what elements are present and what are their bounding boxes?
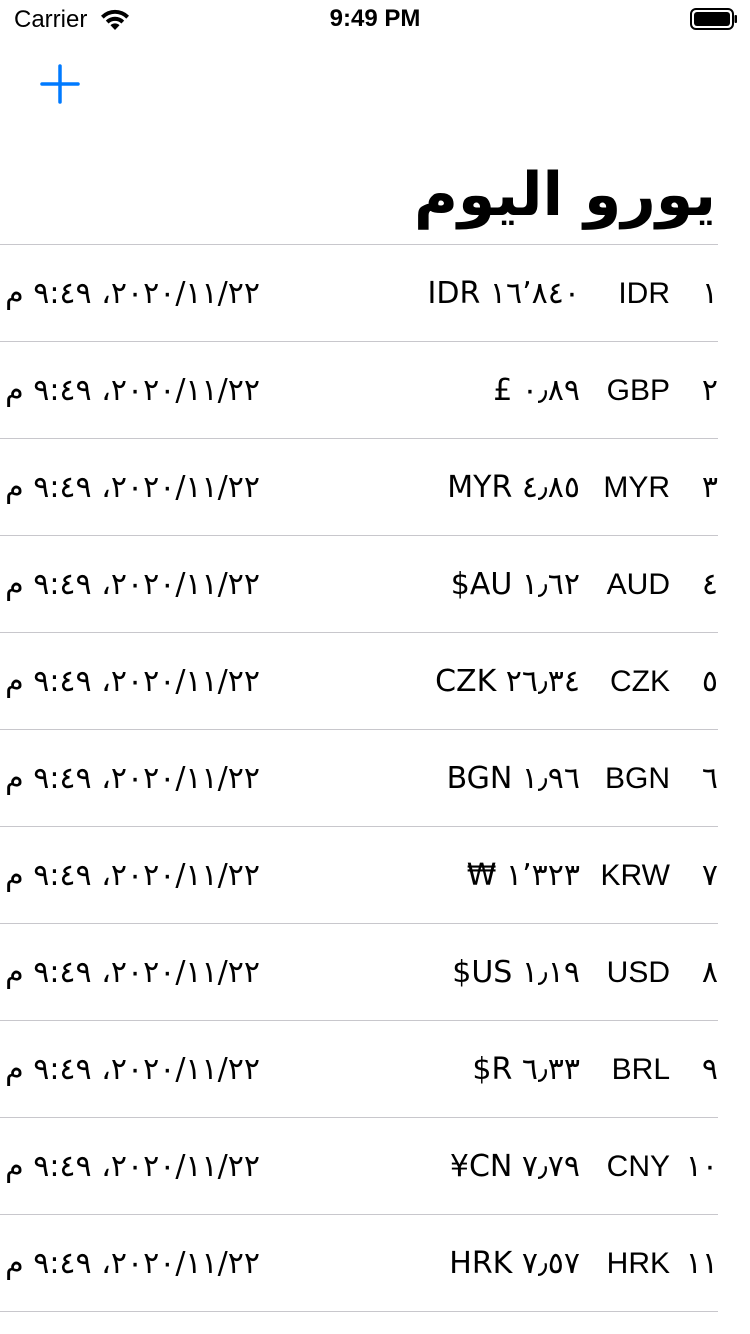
updated-date: ٢٠٢٠/١١/٢٢، ٩:٤٩ م: [5, 1149, 260, 1184]
row-index: ٥: [701, 664, 718, 699]
list-item[interactable]: ٧ KRW ١٬٣٢٣ ₩ ٢٠٢٠/١١/٢٢، ٩:٤٩ م: [0, 826, 718, 923]
currency-code: MYR: [603, 471, 670, 504]
row-index: ١٠: [685, 1149, 718, 1184]
currency-code: HRK: [606, 1247, 670, 1280]
updated-date: ٢٠٢٠/١١/٢٢، ٩:٤٩ م: [5, 276, 260, 311]
currency-code: AUD: [606, 568, 670, 601]
list-item[interactable]: ٣ MYR ٤٫٨٥ MYR ٢٠٢٠/١١/٢٢، ٩:٤٩ م: [0, 438, 718, 535]
exchange-rate: ٤٫٨٥ MYR: [447, 470, 580, 505]
currency-code: USD: [606, 956, 670, 989]
row-index: ٩: [701, 1052, 718, 1087]
wifi-icon: [101, 9, 129, 30]
row-index: ١: [701, 276, 718, 311]
list-item[interactable]: ٩ BRL ٦٫٣٣ R$ ٢٠٢٠/١١/٢٢، ٩:٤٩ م: [0, 1020, 718, 1117]
exchange-rate: ٢٦٫٣٤ CZK: [435, 664, 580, 699]
updated-date: ٢٠٢٠/١١/٢٢، ٩:٤٩ م: [5, 470, 260, 505]
list-item[interactable]: ٨ USD ١٫١٩ US$ ٢٠٢٠/١١/٢٢، ٩:٤٩ م: [0, 923, 718, 1020]
add-button[interactable]: [38, 62, 82, 106]
list-item[interactable]: ١ IDR ١٦٬٨٤٠ IDR ٢٠٢٠/١١/٢٢، ٩:٤٩ م: [0, 244, 718, 341]
row-index: ٣: [701, 470, 718, 505]
list-item[interactable]: ٦ BGN ١٫٩٦ BGN ٢٠٢٠/١١/٢٢، ٩:٤٩ م: [0, 729, 718, 826]
exchange-rate: ٧٫٧٩ CN¥: [449, 1149, 580, 1184]
exchange-rate: ٧٫٥٧ HRK: [449, 1246, 580, 1281]
updated-date: ٢٠٢٠/١١/٢٢، ٩:٤٩ م: [5, 1052, 260, 1087]
plus-icon: [40, 64, 80, 104]
status-bar: Carrier 9:49 PM: [0, 0, 750, 40]
updated-date: ٢٠٢٠/١١/٢٢، ٩:٤٩ م: [5, 858, 260, 893]
list-item[interactable]: ٥ CZK ٢٦٫٣٤ CZK ٢٠٢٠/١١/٢٢، ٩:٤٩ م: [0, 632, 718, 729]
battery-icon: [690, 8, 737, 30]
row-index: ١١: [685, 1246, 718, 1281]
currency-code: CZK: [610, 665, 670, 698]
exchange-rate: ٠٫٨٩ £: [493, 373, 580, 408]
currency-code: BGN: [604, 762, 670, 795]
updated-date: ٢٠٢٠/١١/٢٢، ٩:٤٩ م: [5, 664, 260, 699]
list-item[interactable]: ٤ AUD ١٫٦٢ AU$ ٢٠٢٠/١١/٢٢، ٩:٤٩ م: [0, 535, 718, 632]
carrier-label: Carrier: [14, 6, 88, 33]
updated-date: ٢٠٢٠/١١/٢٢، ٩:٤٩ م: [5, 955, 260, 990]
currency-code: KRW: [600, 859, 670, 892]
currency-list: ١ IDR ١٦٬٨٤٠ IDR ٢٠٢٠/١١/٢٢، ٩:٤٩ م ٢ GB…: [0, 244, 718, 1312]
page-title: يورو اليوم: [413, 160, 716, 230]
status-time: 9:49 PM: [329, 5, 421, 32]
updated-date: ٢٠٢٠/١١/٢٢، ٩:٤٩ م: [5, 761, 260, 796]
updated-date: ٢٠٢٠/١١/٢٢، ٩:٤٩ م: [5, 567, 260, 602]
row-index: ٢: [701, 373, 718, 408]
exchange-rate: ١٫٦٢ AU$: [450, 567, 580, 602]
list-item[interactable]: ١١ HRK ٧٫٥٧ HRK ٢٠٢٠/١١/٢٢، ٩:٤٩ م: [0, 1214, 718, 1312]
currency-code: GBP: [606, 374, 670, 407]
list-item[interactable]: ١٠ CNY ٧٫٧٩ CN¥ ٢٠٢٠/١١/٢٢، ٩:٤٩ م: [0, 1117, 718, 1214]
currency-code: CNY: [606, 1150, 670, 1183]
currency-code: IDR: [618, 277, 670, 310]
currency-code: BRL: [611, 1053, 670, 1086]
exchange-rate: ١٫٩٦ BGN: [446, 761, 580, 796]
exchange-rate: ١٦٬٨٤٠ IDR: [427, 276, 580, 311]
row-index: ٦: [701, 761, 718, 796]
list-item[interactable]: ٢ GBP ٠٫٨٩ £ ٢٠٢٠/١١/٢٢، ٩:٤٩ م: [0, 341, 718, 438]
updated-date: ٢٠٢٠/١١/٢٢، ٩:٤٩ م: [5, 373, 260, 408]
exchange-rate: ١٫١٩ US$: [452, 955, 580, 990]
row-index: ٨: [701, 955, 718, 990]
updated-date: ٢٠٢٠/١١/٢٢، ٩:٤٩ م: [5, 1246, 260, 1281]
exchange-rate: ١٬٣٢٣ ₩: [466, 858, 580, 893]
exchange-rate: ٦٫٣٣ R$: [472, 1052, 580, 1087]
row-index: ٧: [701, 858, 718, 893]
row-index: ٤: [701, 567, 718, 602]
